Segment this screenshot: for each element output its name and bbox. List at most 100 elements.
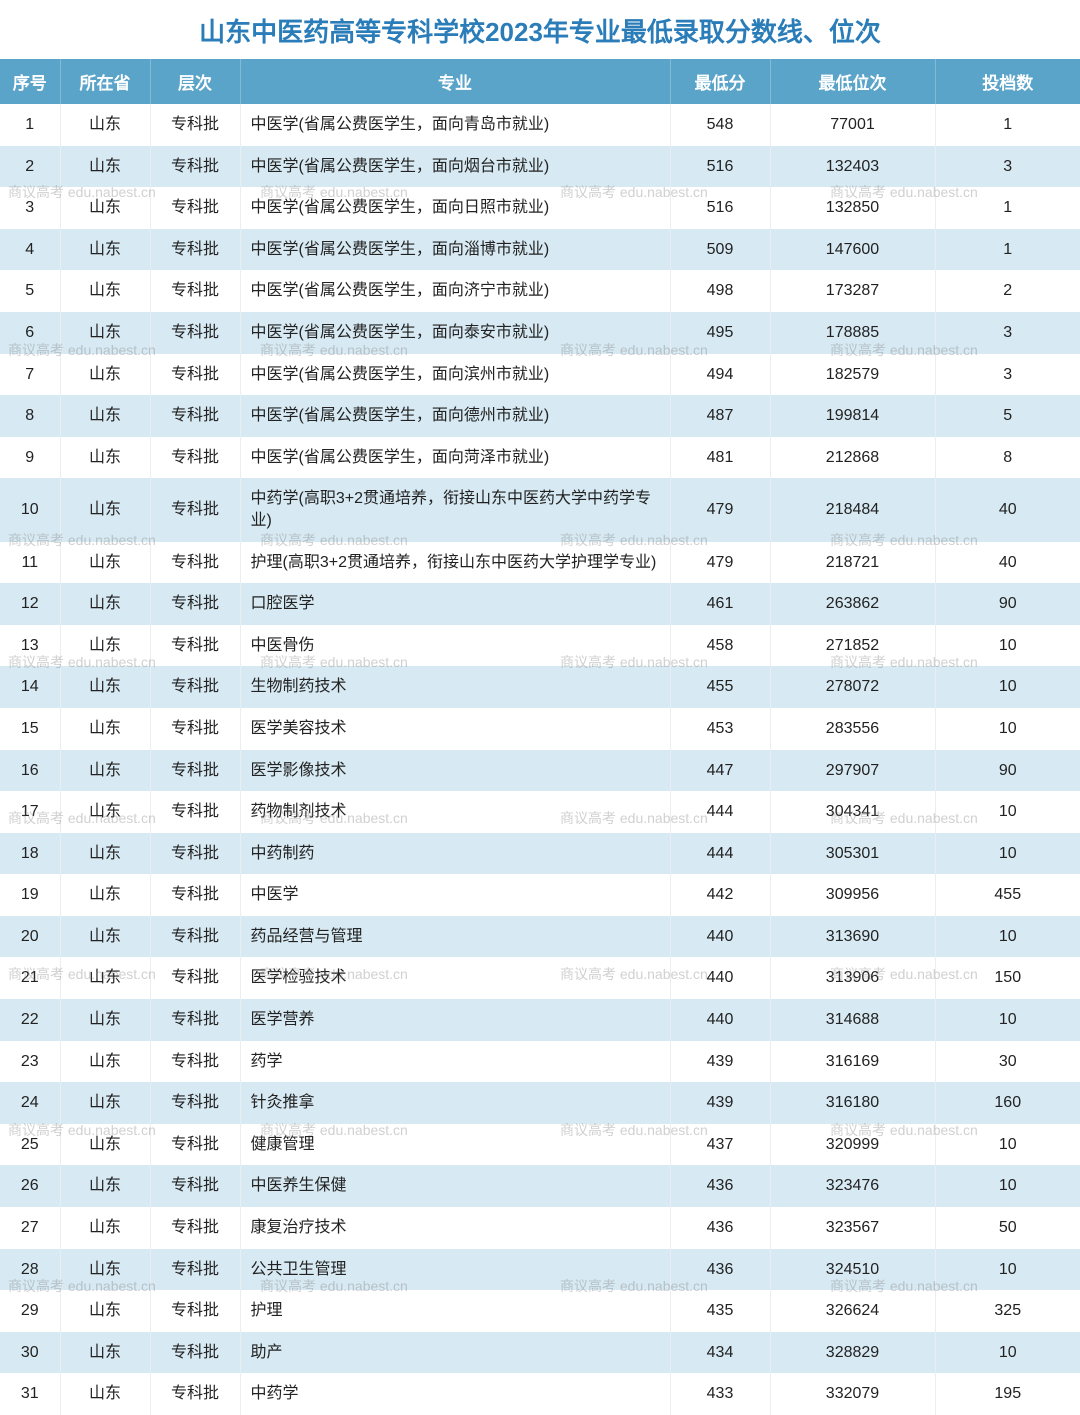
table-cell: 针灸推拿 [240, 1082, 670, 1124]
table-cell: 304341 [770, 791, 935, 833]
table-cell: 专科批 [150, 874, 240, 916]
col-header: 层次 [150, 59, 240, 104]
table-cell: 461 [670, 583, 770, 625]
table-cell: 护理(高职3+2贯通培养，衔接山东中医药大学护理学专业) [240, 542, 670, 584]
table-cell: 4 [0, 229, 60, 271]
table-cell: 5 [0, 270, 60, 312]
table-row: 20山东专科批药品经营与管理44031369010 [0, 916, 1080, 958]
table-cell: 公共卫生管理 [240, 1249, 670, 1291]
table-header-row: 序号 所在省 层次 专业 最低分 最低位次 投档数 [0, 59, 1080, 104]
table-cell: 健康管理 [240, 1124, 670, 1166]
table-cell: 中药制药 [240, 833, 670, 875]
table-cell: 320999 [770, 1124, 935, 1166]
table-cell: 护理 [240, 1290, 670, 1332]
table-cell: 50 [935, 1207, 1080, 1249]
table-cell: 440 [670, 999, 770, 1041]
table-cell: 29 [0, 1290, 60, 1332]
table-cell: 458 [670, 625, 770, 667]
table-cell: 498 [670, 270, 770, 312]
table-cell: 专科批 [150, 833, 240, 875]
table-cell: 专科批 [150, 1373, 240, 1415]
table-cell: 专科批 [150, 104, 240, 146]
table-cell: 323567 [770, 1207, 935, 1249]
table-cell: 山东 [60, 916, 150, 958]
table-cell: 中药学(高职3+2贯通培养，衔接山东中医药大学中药学专业) [240, 478, 670, 541]
table-cell: 专科批 [150, 478, 240, 541]
table-cell: 中医养生保健 [240, 1165, 670, 1207]
table-row: 7山东专科批中医学(省属公费医学生，面向滨州市就业)4941825793 [0, 354, 1080, 396]
table-cell: 专科批 [150, 187, 240, 229]
table-cell: 中医学(省属公费医学生，面向滨州市就业) [240, 354, 670, 396]
table-cell: 中医学(省属公费医学生，面向烟台市就业) [240, 146, 670, 188]
table-cell: 326624 [770, 1290, 935, 1332]
table-cell: 专科批 [150, 1124, 240, 1166]
table-cell: 专科批 [150, 270, 240, 312]
table-cell: 山东 [60, 1165, 150, 1207]
table-cell: 口腔医学 [240, 583, 670, 625]
table-cell: 332079 [770, 1373, 935, 1415]
table-cell: 9 [0, 437, 60, 479]
table-row: 28山东专科批公共卫生管理43632451010 [0, 1249, 1080, 1291]
table-cell: 218721 [770, 542, 935, 584]
table-cell: 山东 [60, 312, 150, 354]
table-row: 25山东专科批健康管理43732099910 [0, 1124, 1080, 1166]
table-cell: 山东 [60, 1373, 150, 1415]
table-cell: 山东 [60, 1249, 150, 1291]
table-cell: 生物制药技术 [240, 666, 670, 708]
table-cell: 440 [670, 957, 770, 999]
table-cell: 328829 [770, 1332, 935, 1374]
col-header: 最低分 [670, 59, 770, 104]
table-cell: 77001 [770, 104, 935, 146]
table-cell: 专科批 [150, 916, 240, 958]
table-cell: 山东 [60, 583, 150, 625]
table-row: 16山东专科批医学影像技术44729790790 [0, 750, 1080, 792]
table-cell: 3 [935, 146, 1080, 188]
table-cell: 442 [670, 874, 770, 916]
table-cell: 212868 [770, 437, 935, 479]
table-cell: 444 [670, 833, 770, 875]
table-cell: 药物制剂技术 [240, 791, 670, 833]
table-cell: 山东 [60, 1124, 150, 1166]
table-cell: 433 [670, 1373, 770, 1415]
table-cell: 316169 [770, 1041, 935, 1083]
table-cell: 182579 [770, 354, 935, 396]
table-cell: 中医学(省属公费医学生，面向菏泽市就业) [240, 437, 670, 479]
table-cell: 132403 [770, 146, 935, 188]
table-row: 18山东专科批中药制药44430530110 [0, 833, 1080, 875]
table-cell: 3 [935, 312, 1080, 354]
table-cell: 323476 [770, 1165, 935, 1207]
table-cell: 中医学(省属公费医学生，面向青岛市就业) [240, 104, 670, 146]
table-cell: 26 [0, 1165, 60, 1207]
table-row: 15山东专科批医学美容技术45328355610 [0, 708, 1080, 750]
table-cell: 专科批 [150, 229, 240, 271]
table-cell: 314688 [770, 999, 935, 1041]
table-cell: 30 [0, 1332, 60, 1374]
table-cell: 434 [670, 1332, 770, 1374]
table-cell: 11 [0, 542, 60, 584]
table-cell: 160 [935, 1082, 1080, 1124]
table-cell: 专科批 [150, 791, 240, 833]
table-cell: 中医骨伤 [240, 625, 670, 667]
col-header: 最低位次 [770, 59, 935, 104]
table-cell: 山东 [60, 1290, 150, 1332]
table-row: 8山东专科批中医学(省属公费医学生，面向德州市就业)4871998145 [0, 395, 1080, 437]
table-cell: 12 [0, 583, 60, 625]
table-cell: 14 [0, 666, 60, 708]
table-cell: 山东 [60, 354, 150, 396]
table-cell: 1 [0, 104, 60, 146]
table-cell: 23 [0, 1041, 60, 1083]
table-cell: 435 [670, 1290, 770, 1332]
table-row: 23山东专科批药学43931616930 [0, 1041, 1080, 1083]
table-cell: 10 [935, 999, 1080, 1041]
table-cell: 山东 [60, 666, 150, 708]
table-cell: 专科批 [150, 583, 240, 625]
table-row: 19山东专科批中医学442309956455 [0, 874, 1080, 916]
table-cell: 医学营养 [240, 999, 670, 1041]
table-cell: 专科批 [150, 1041, 240, 1083]
table-cell: 专科批 [150, 625, 240, 667]
table-cell: 专科批 [150, 1332, 240, 1374]
table-cell: 439 [670, 1082, 770, 1124]
table-cell: 19 [0, 874, 60, 916]
table-cell: 30 [935, 1041, 1080, 1083]
table-cell: 山东 [60, 1332, 150, 1374]
